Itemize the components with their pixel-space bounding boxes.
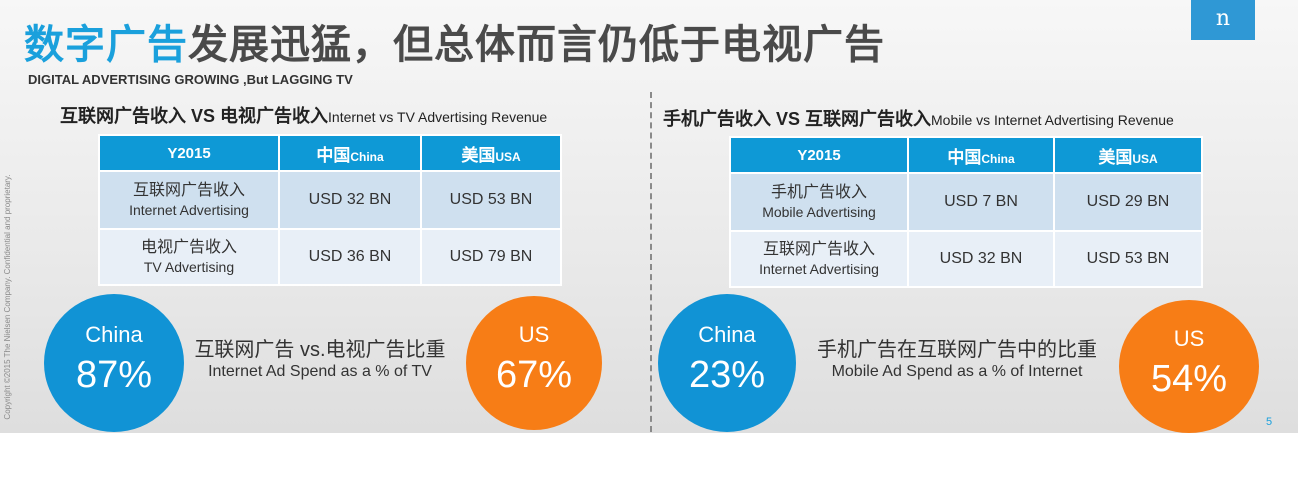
circle-label: China [85, 322, 143, 347]
copyright-notice: Copyright ©2015 The Nielsen Company. Con… [3, 174, 12, 420]
table-header-row: Y2015 中国China 美国USA [729, 136, 1203, 174]
header-china: 中国China [907, 136, 1055, 174]
china-value: USD 32 BN [907, 230, 1055, 288]
header-usa: 美国USA [420, 134, 562, 172]
caption-en: Internet Ad Spend as a % of TV [208, 363, 432, 380]
right-heading-zh: 手机广告收入 VS 互联网广告收入 [663, 109, 932, 129]
caption-zh: 互联网广告 vs.电视广告比重 [194, 339, 446, 361]
caption-zh: 手机广告在互联网广告中的比重 [817, 339, 1097, 361]
china-value: USD 7 BN [907, 172, 1055, 232]
table-header-row: Y2015 中国China 美国USA [98, 134, 562, 172]
left-section-heading: 互联网广告收入 VS 电视广告收入Internet vs TV Advertis… [60, 102, 547, 128]
title-rest: 发展迅猛，但总体而言仍低于电视广告 [188, 23, 885, 67]
usa-value: USD 79 BN [420, 228, 562, 286]
header-china: 中国China [278, 134, 422, 172]
page-subtitle: DIGITAL ADVERTISING GROWING ,But LAGGING… [28, 72, 353, 87]
circle-value: 23% [688, 354, 766, 396]
row-label: 手机广告收入 Mobile Advertising [729, 172, 909, 232]
row-label: 互联网广告收入 Internet Advertising [729, 230, 909, 288]
circle-value: 67% [495, 354, 573, 396]
table-row: 手机广告收入 Mobile Advertising USD 7 BN USD 29… [729, 172, 1203, 232]
china-share-circle: China 87% [44, 294, 184, 432]
section-divider [650, 92, 652, 432]
left-heading-en: Internet vs TV Advertising Revenue [328, 109, 548, 125]
us-share-circle: US 67% [466, 296, 602, 430]
page-title: 数字广告发展迅猛，但总体而言仍低于电视广告 [24, 12, 885, 70]
china-share-circle: China 23% [658, 294, 796, 432]
right-revenue-table: Y2015 中国China 美国USA 手机广告收入 Mobile Adverti… [729, 136, 1203, 288]
row-label: 互联网广告收入 Internet Advertising [98, 170, 280, 230]
page-number: 5 [1266, 416, 1273, 428]
header-year: Y2015 [729, 136, 909, 174]
left-heading-zh: 互联网广告收入 VS 电视广告收入 [60, 106, 329, 126]
header-year: Y2015 [98, 134, 280, 172]
circle-value: 54% [1150, 358, 1228, 400]
circle-label: US [518, 322, 550, 347]
logo-letter: n [1215, 6, 1231, 31]
row-label: 电视广告收入 TV Advertising [98, 228, 280, 286]
circle-label: China [698, 322, 756, 347]
header-usa: 美国USA [1053, 136, 1203, 174]
left-revenue-table: Y2015 中国China 美国USA 互联网广告收入 Internet Adve… [98, 134, 562, 286]
table-row: 互联网广告收入 Internet Advertising USD 32 BN US… [729, 230, 1203, 288]
usa-value: USD 53 BN [420, 170, 562, 230]
circle-value: 87% [75, 354, 153, 396]
usa-value: USD 53 BN [1053, 230, 1203, 288]
caption-en: Mobile Ad Spend as a % of Internet [831, 363, 1083, 380]
slide: Copyright ©2015 The Nielsen Company. Con… [0, 0, 1298, 433]
right-section-heading: 手机广告收入 VS 互联网广告收入Mobile vs Internet Adve… [663, 105, 1174, 131]
right-heading-en: Mobile vs Internet Advertising Revenue [931, 112, 1174, 128]
right-ratio-caption: 手机广告在互联网广告中的比重 Mobile Ad Spend as a % of… [800, 338, 1114, 382]
left-ratio-caption: 互联网广告 vs.电视广告比重 Internet Ad Spend as a %… [175, 338, 465, 382]
usa-value: USD 29 BN [1053, 172, 1203, 232]
nielsen-logo: n [1191, 0, 1255, 40]
china-value: USD 32 BN [278, 170, 422, 230]
table-row: 互联网广告收入 Internet Advertising USD 32 BN US… [98, 170, 562, 230]
title-highlight: 数字广告 [24, 23, 188, 67]
circle-label: US [1173, 326, 1205, 351]
us-share-circle: US 54% [1119, 300, 1259, 433]
china-value: USD 36 BN [278, 228, 422, 286]
table-row: 电视广告收入 TV Advertising USD 36 BN USD 79 BN [98, 228, 562, 286]
